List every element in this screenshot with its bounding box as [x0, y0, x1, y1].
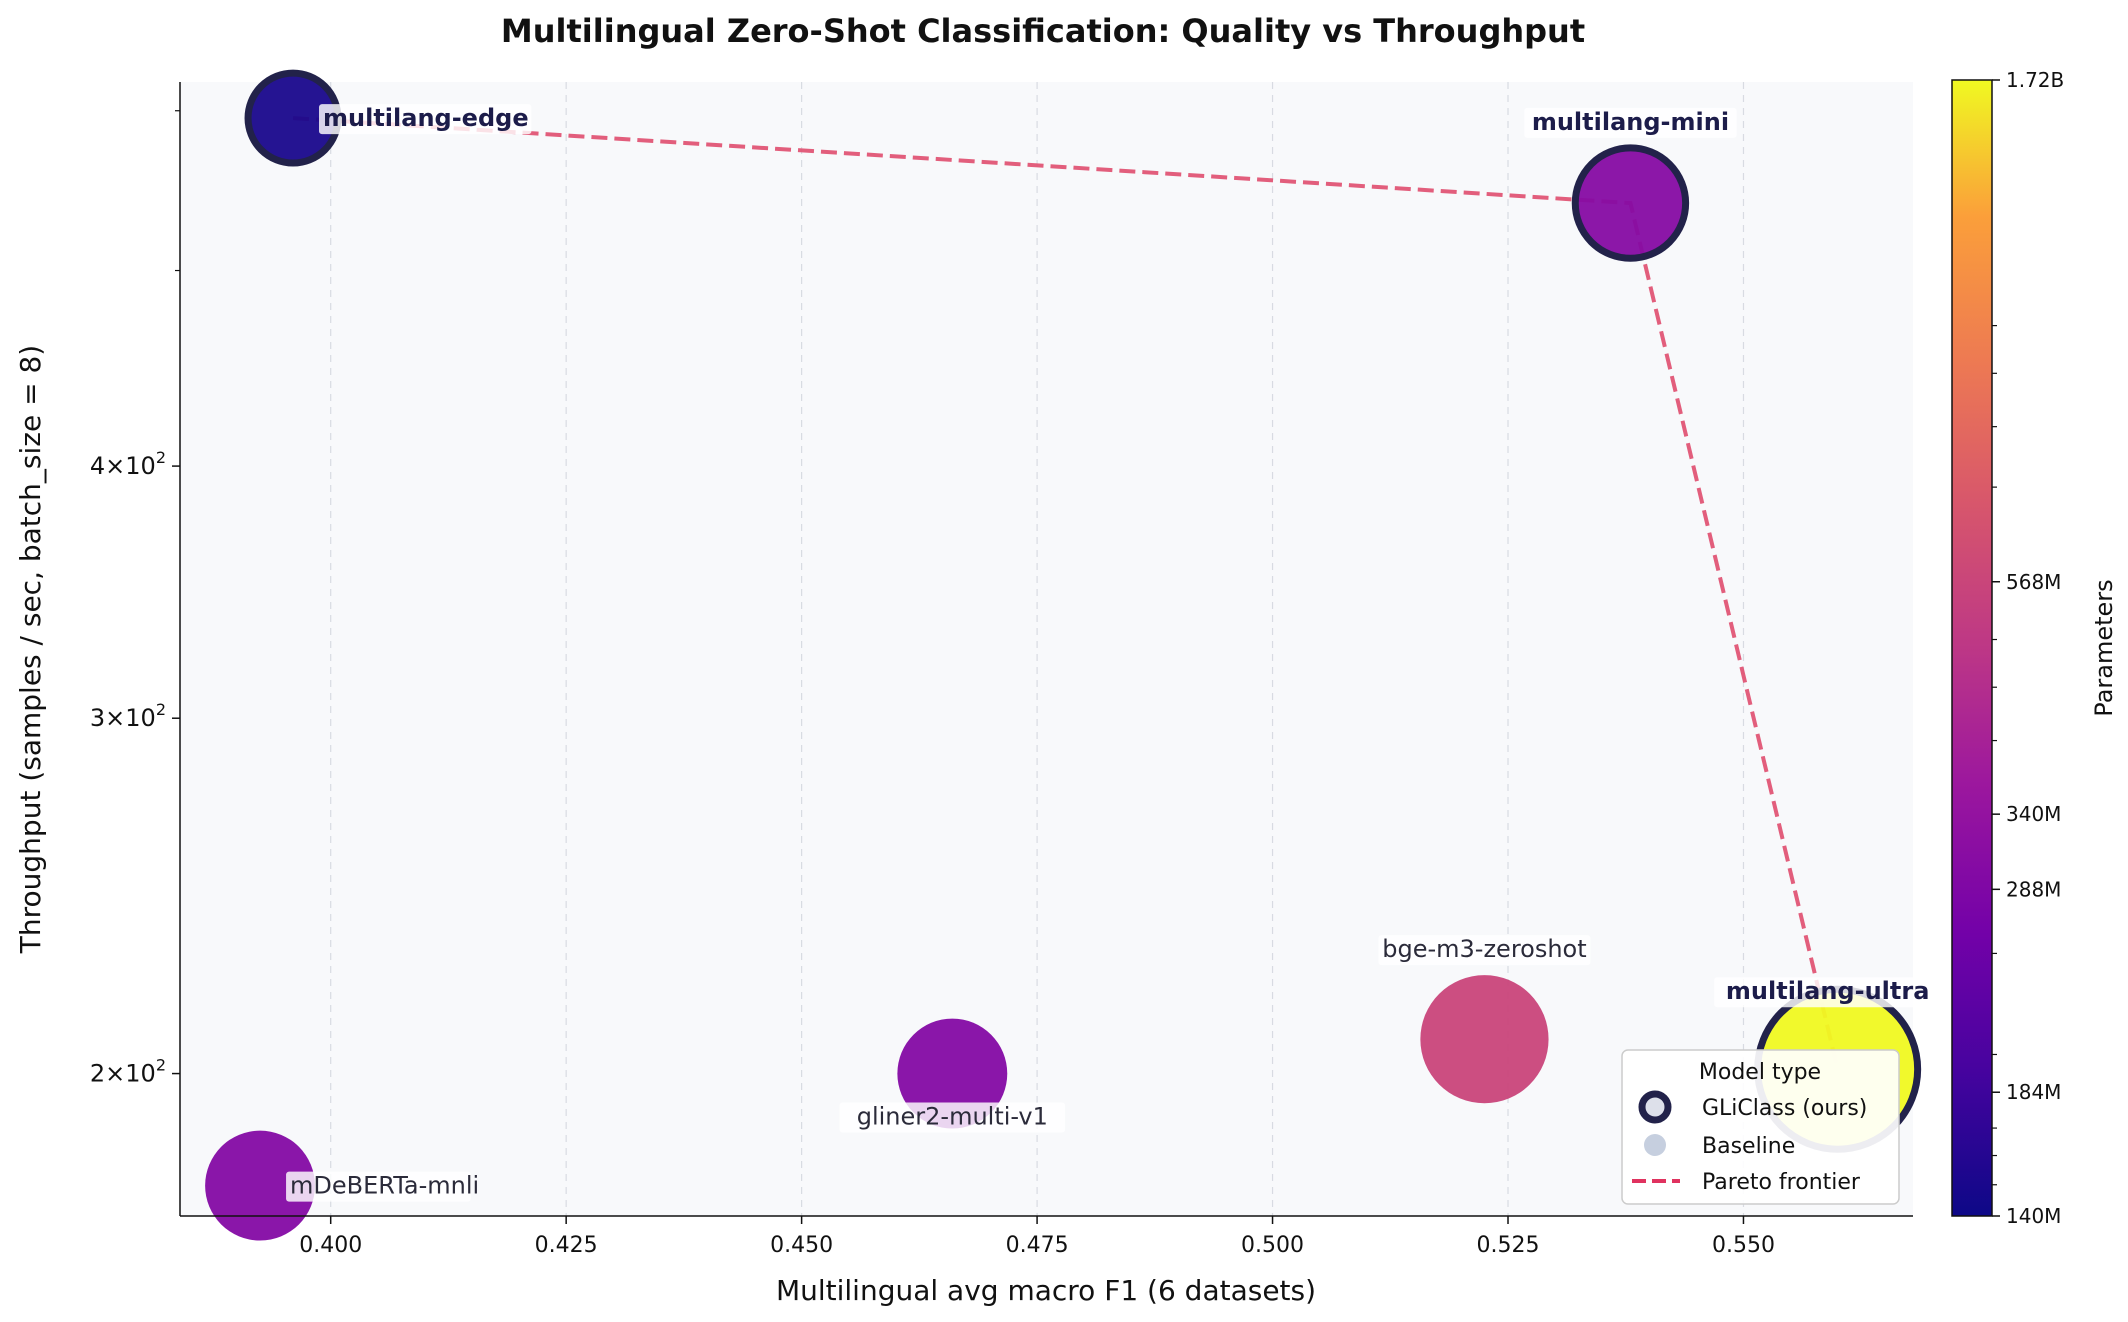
y-ticks: 2×102 3×102 4×102 [90, 110, 180, 1088]
x-tick-label: 0.425 [535, 1233, 598, 1258]
point-label-bg [1714, 977, 1942, 1008]
y-tick-label: 4×102 [90, 448, 166, 480]
legend-ours-label: GLiClass (ours) [1702, 1096, 1867, 1121]
legend: Model type GLiClass (ours) Baseline Pare… [1621, 1049, 1900, 1205]
legend-ours-marker [1638, 1090, 1672, 1124]
point-label-mDeBERTa-mnli: mDeBERTa-mnli [290, 1172, 479, 1200]
colorbar-gradient [1951, 79, 1993, 1217]
point-label-gliner2-multi-v1: gliner2-multi-v1 [857, 1103, 1048, 1131]
point-label-bg [286, 1171, 471, 1202]
colorbar-tick-label: 140M [2006, 1204, 2061, 1228]
x-tick-label: 0.450 [770, 1233, 833, 1258]
plot-area [180, 82, 1913, 1216]
chart-title: Multilingual Zero-Shot Classification: Q… [501, 12, 1585, 50]
y-axis-label: Throughput (samples / sec, batch_size = … [14, 345, 47, 954]
colorbar: 1.72B 568M 340M 288M 184M 140M Parameters [1951, 68, 2118, 1228]
point-multilang-mini[interactable] [1571, 144, 1690, 262]
point-label-bg [1378, 935, 1591, 966]
colorbar-tick-label: 340M [2006, 802, 2061, 826]
x-tick-label: 0.400 [299, 1233, 362, 1258]
x-tick-label: 0.475 [1006, 1233, 1069, 1258]
x-tick-label: 0.500 [1241, 1233, 1304, 1258]
point-label-bg [319, 104, 532, 135]
colorbar-ticks: 1.72B 568M 340M 288M 184M 140M [1992, 68, 2064, 1228]
colorbar-tick-label: 184M [2006, 1080, 2061, 1104]
x-ticks: 0.400 0.425 0.450 0.475 0.500 0.525 0.550 [299, 1216, 1775, 1258]
point-label-multilang-edge: multilang-edge [323, 104, 529, 132]
x-axis-label: Multilingual avg macro F1 (6 datasets) [776, 1274, 1316, 1307]
point-label-bg [839, 1102, 1066, 1133]
legend-baseline-label: Baseline [1702, 1134, 1795, 1159]
legend-box [1621, 1049, 1900, 1205]
colorbar-tick-label: 288M [2006, 877, 2061, 901]
y-tick-label: 3×102 [90, 700, 166, 732]
colorbar-label: Parameters [2090, 579, 2118, 716]
y-tick-label: 2×102 [90, 1056, 166, 1088]
point-label-bg [1524, 107, 1737, 138]
point-label-multilang-ultra: multilang-ultra [1726, 977, 1929, 1005]
point-gliner2-multi-v1[interactable] [897, 1018, 1008, 1129]
x-tick-label: 0.550 [1712, 1233, 1775, 1258]
legend-baseline-marker [1644, 1134, 1666, 1156]
point-bge-m3-zeroshot[interactable] [1420, 975, 1549, 1104]
colorbar-tick-label: 568M [2006, 570, 2061, 594]
point-mDeBERTa-mnli[interactable] [205, 1130, 315, 1241]
x-grid [330, 82, 1745, 1216]
legend-pareto-label: Pareto frontier [1702, 1170, 1861, 1195]
x-tick-label: 0.525 [1477, 1233, 1540, 1258]
point-label-bge-m3-zeroshot: bge-m3-zeroshot [1382, 935, 1586, 963]
legend-title: Model type [1699, 1060, 1821, 1085]
colorbar-tick-label: 1.72B [2006, 68, 2064, 92]
point-labels: multilang-edge multilang-mini multilang-ul… [286, 104, 1942, 1202]
point-label-multilang-mini: multilang-mini [1532, 108, 1729, 136]
